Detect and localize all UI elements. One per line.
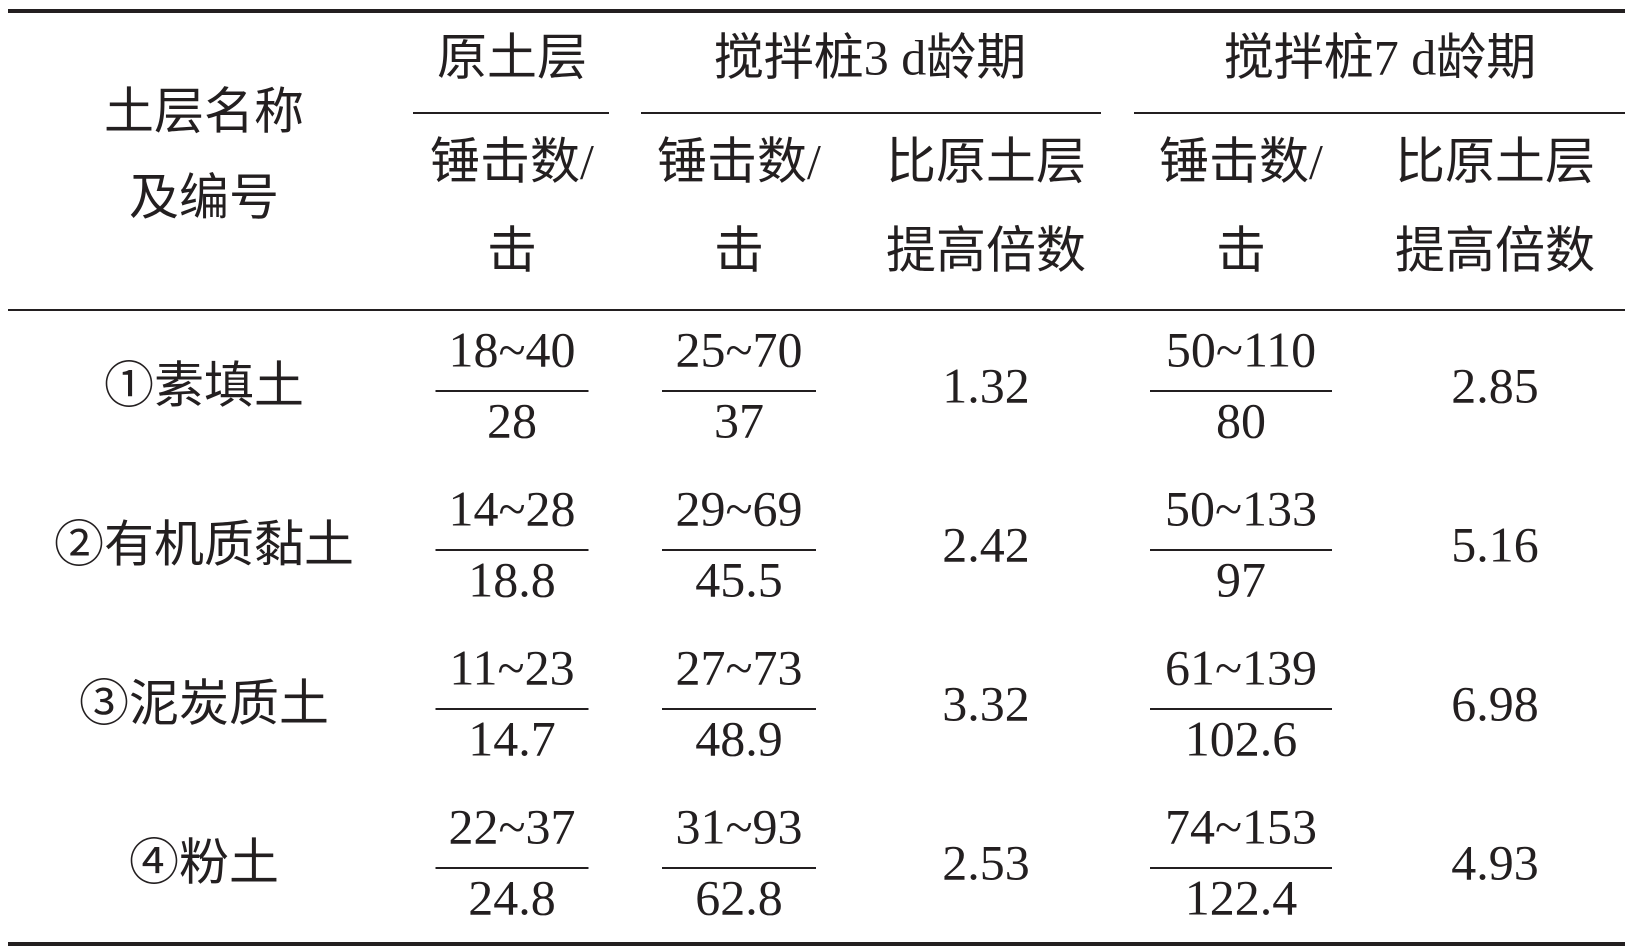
group-header: 搅拌桩7 d龄期	[1224, 29, 1537, 85]
group-header: 搅拌桩3 d龄期	[714, 29, 1027, 85]
row-name: ④粉土	[129, 834, 279, 890]
row-name: ①素填土	[104, 357, 304, 413]
range: 22~37	[448, 798, 575, 854]
mean: 14.7	[468, 710, 556, 766]
range: 74~153	[1165, 798, 1317, 854]
mean: 24.8	[468, 869, 556, 925]
column-header: 比原土层	[1395, 133, 1595, 189]
column-header: 锤击数/	[1159, 133, 1323, 189]
mean: 28	[487, 392, 537, 448]
ratio: 1.32	[942, 357, 1030, 413]
column-header: 提高倍数	[886, 222, 1086, 278]
ratio: 4.93	[1451, 834, 1539, 890]
range: 25~70	[675, 321, 802, 377]
column-header: 比原土层	[886, 133, 1086, 189]
range: 14~28	[448, 480, 575, 536]
column-header: 击	[714, 222, 764, 278]
column-header: 锤击数/	[430, 133, 594, 189]
mean: 62.8	[695, 869, 783, 925]
mean: 48.9	[695, 710, 783, 766]
ratio: 2.85	[1451, 357, 1539, 413]
mean: 45.5	[695, 551, 783, 607]
range: 50~110	[1166, 321, 1316, 377]
range: 27~73	[675, 639, 802, 695]
column-header: 击	[487, 222, 537, 278]
row-name: ③泥炭质土	[79, 675, 329, 731]
mean: 18.8	[468, 551, 556, 607]
row-name: ②有机质黏土	[54, 516, 354, 572]
mean: 102.6	[1185, 710, 1298, 766]
ratio: 2.42	[942, 516, 1030, 572]
column-header: 提高倍数	[1395, 222, 1595, 278]
group-header: 原土层	[437, 29, 587, 85]
range: 50~133	[1165, 480, 1317, 536]
mean: 122.4	[1185, 869, 1298, 925]
column-header: 击	[1216, 222, 1266, 278]
ratio: 3.32	[942, 675, 1030, 731]
ratio: 6.98	[1451, 675, 1539, 731]
range: 29~69	[675, 480, 802, 536]
mean: 80	[1216, 392, 1266, 448]
mean: 97	[1216, 551, 1266, 607]
range: 31~93	[675, 798, 802, 854]
header-cell: 土层名称	[104, 83, 304, 139]
range: 61~139	[1165, 639, 1317, 695]
range: 18~40	[448, 321, 575, 377]
column-header: 锤击数/	[657, 133, 821, 189]
ratio: 2.53	[942, 834, 1030, 890]
mean: 37	[714, 392, 764, 448]
range: 11~23	[449, 639, 574, 695]
ratio: 5.16	[1451, 516, 1539, 572]
header-cell: 及编号	[129, 169, 279, 225]
